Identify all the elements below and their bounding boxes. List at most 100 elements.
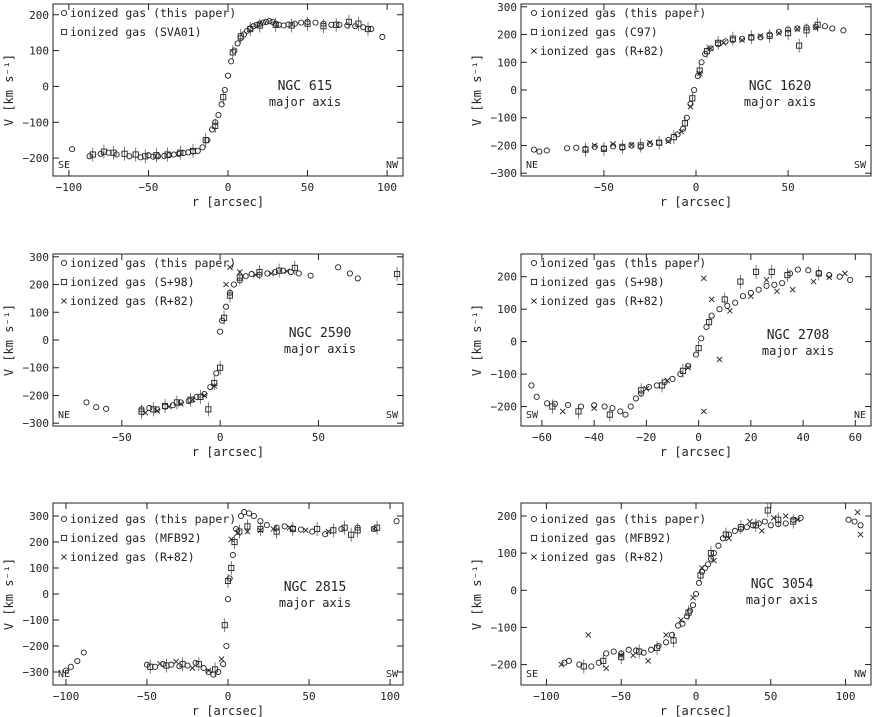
- data-point: [263, 18, 270, 25]
- panel-ngc-2590: −50 0 50 −300 −200 −100 0 100 200 300 r [arcsec] V …: [2, 251, 404, 459]
- data-point: [270, 526, 277, 532]
- data-point: [280, 267, 287, 274]
- y-tick-label: −200: [491, 139, 518, 152]
- data-point: [244, 523, 251, 530]
- data-point: [177, 149, 184, 156]
- data-point: [338, 525, 345, 533]
- data-point: [600, 145, 607, 152]
- y-tick-label: 0: [510, 84, 517, 97]
- y-axis-label: V [km s⁻¹]: [470, 558, 484, 630]
- data-point: [663, 639, 670, 646]
- data-point: [691, 86, 698, 94]
- data-point: [575, 408, 582, 415]
- data-point: [715, 39, 722, 46]
- data-point: [224, 577, 232, 585]
- data-point: [814, 21, 821, 28]
- data-point: [805, 267, 812, 274]
- data-point: [211, 382, 218, 389]
- x-tick-label: −100: [53, 690, 80, 703]
- data-point: [618, 654, 625, 661]
- y-tick-label: −100: [23, 614, 50, 627]
- data-point: [692, 351, 700, 358]
- legend-label: ionized gas (MFB92): [70, 531, 202, 545]
- data-point: [648, 646, 655, 653]
- legend-label: ionized gas (R+82): [70, 550, 195, 564]
- data-point: [227, 264, 233, 271]
- data-point: [715, 542, 722, 549]
- y-tick-label: −300: [23, 666, 50, 679]
- data-point: [218, 656, 225, 662]
- data-point: [121, 150, 128, 157]
- data-point: [595, 659, 602, 666]
- side-label-right: SW: [386, 669, 399, 680]
- y-tick-label: 200: [29, 9, 49, 22]
- y-tick-label: 0: [510, 336, 517, 349]
- data-point: [700, 275, 707, 282]
- data-point: [364, 26, 372, 33]
- data-point: [600, 657, 607, 664]
- x-tick-label: −100: [533, 690, 560, 703]
- x-axis-label: r [arcsec]: [192, 445, 264, 459]
- data-point: [789, 286, 796, 293]
- data-point: [202, 137, 209, 144]
- data-point: [273, 528, 280, 535]
- data-point: [758, 527, 765, 534]
- legend-label: ionized gas (R+82): [540, 44, 665, 58]
- data-point: [205, 406, 212, 413]
- legend-marker: [61, 298, 67, 304]
- galaxy-name: NGC 615: [278, 79, 333, 94]
- data-point: [591, 402, 598, 409]
- data-point: [618, 652, 625, 659]
- data-point: [695, 345, 702, 352]
- data-point: [729, 35, 736, 42]
- x-tick-label: 100: [836, 690, 856, 703]
- data-point: [689, 95, 696, 102]
- data-point: [658, 382, 666, 389]
- data-point: [803, 27, 810, 34]
- data-point: [154, 406, 161, 413]
- data-point: [307, 272, 314, 279]
- y-tick-label: 200: [497, 510, 517, 523]
- data-point: [797, 514, 804, 521]
- x-tick-label: 100: [380, 690, 400, 703]
- data-point: [794, 516, 801, 523]
- y-tick-label: 300: [29, 251, 49, 264]
- legend-label: ionized gas (MFB92): [540, 531, 672, 545]
- x-tick-label: 20: [744, 431, 757, 444]
- data-point: [221, 622, 228, 629]
- y-tick-label: 0: [42, 334, 49, 347]
- data-point: [706, 319, 713, 326]
- data-point: [221, 86, 228, 94]
- legend-label: ionized gas (this paper): [540, 6, 706, 20]
- y-tick-label: −100: [491, 368, 518, 381]
- data-point: [603, 650, 610, 657]
- data-point: [774, 288, 780, 295]
- data-point: [782, 520, 789, 527]
- data-point: [739, 37, 745, 43]
- data-point: [276, 267, 283, 274]
- data-point: [685, 609, 692, 616]
- series-x: [142, 264, 290, 416]
- data-point: [236, 269, 243, 275]
- data-point: [766, 32, 773, 39]
- data-point: [93, 404, 100, 411]
- data-point: [157, 660, 163, 667]
- x-tick-label: −50: [112, 431, 132, 444]
- data-point: [544, 400, 551, 407]
- data-point: [325, 528, 332, 535]
- data-point: [697, 572, 704, 579]
- data-point: [533, 393, 540, 400]
- data-point: [851, 518, 858, 525]
- y-axis-label: V [km s⁻¹]: [2, 558, 16, 630]
- x-tick-label: −60: [532, 431, 552, 444]
- data-point: [209, 126, 216, 133]
- legend-marker: [531, 48, 537, 54]
- data-point: [295, 270, 302, 277]
- data-point: [252, 271, 259, 278]
- data-point: [268, 270, 275, 277]
- panel-ngc-2815: −100 −50 0 50 100 −300 −200 −100 0 100 200 300 r [ar…: [2, 502, 404, 717]
- data-point: [721, 296, 728, 303]
- x-tick-label: 100: [377, 181, 397, 194]
- side-label-left: NE: [58, 410, 70, 421]
- data-point: [213, 370, 220, 377]
